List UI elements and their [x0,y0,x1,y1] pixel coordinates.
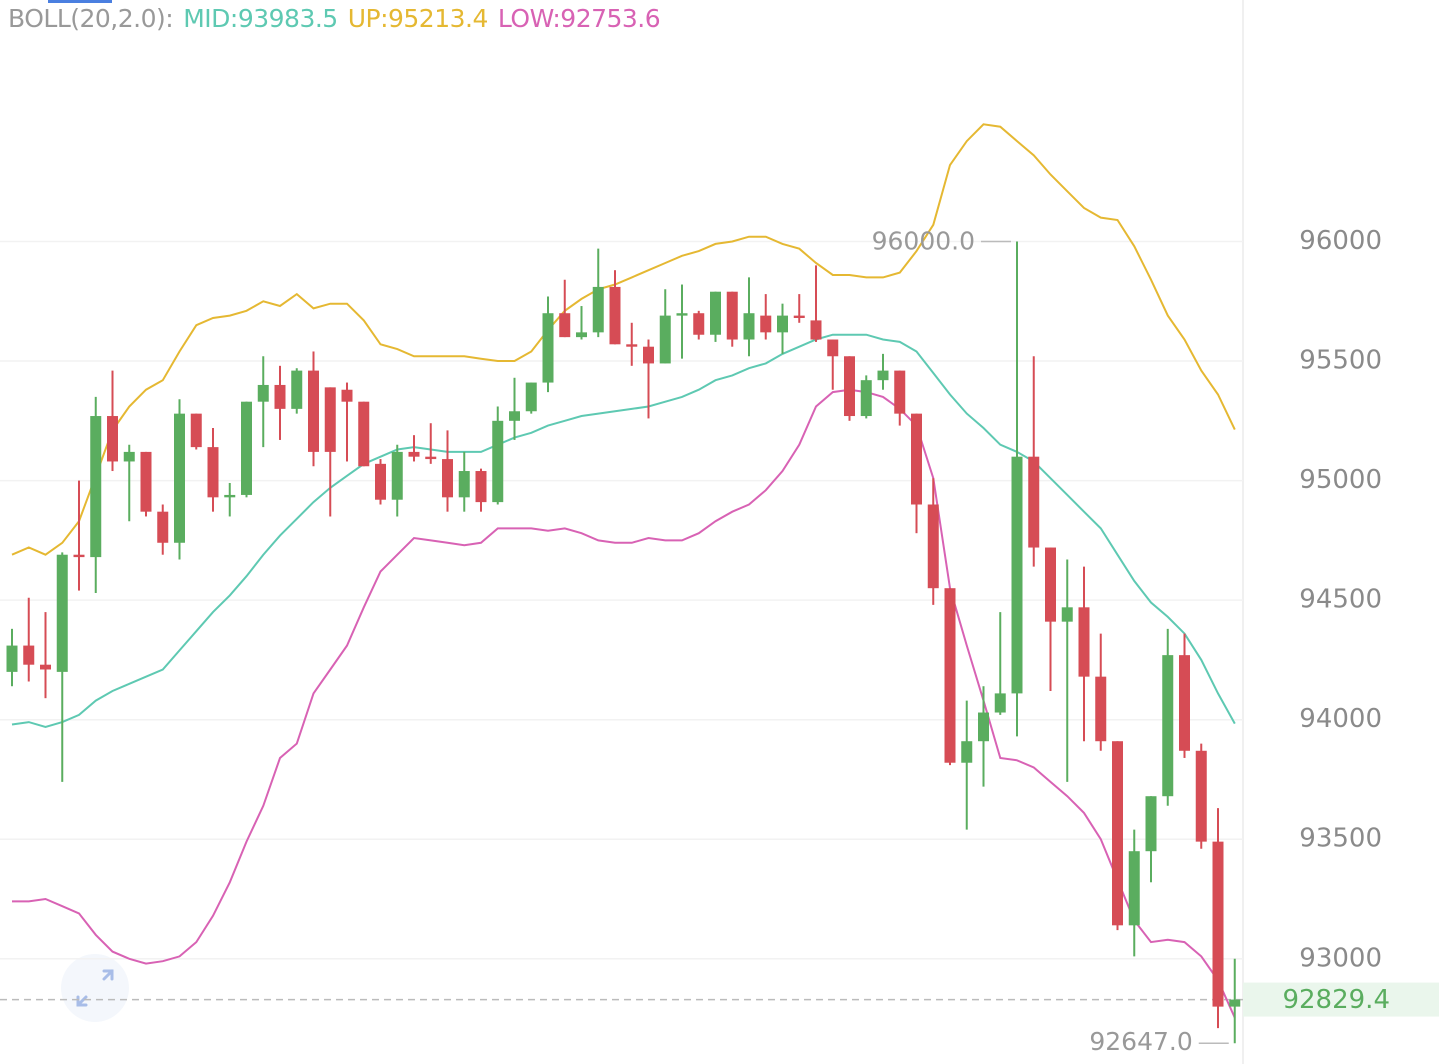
candle-body [1028,456,1040,548]
candle-body [90,416,102,558]
candle-body [442,459,453,498]
candle-body [509,411,520,421]
candle-body [944,588,956,763]
candle-body [1011,456,1023,694]
candle-body [391,451,403,500]
candle-body [810,320,822,340]
candle-body [241,401,252,495]
legend-entry: LOW:92753.6 [497,4,661,33]
candle-body [793,315,805,319]
candle-body [1045,547,1056,622]
expand-button[interactable] [61,954,129,1022]
candle-body [308,370,319,452]
candle-body [743,313,755,340]
candle-body [961,741,973,763]
candle-body [73,554,85,558]
candle-body [576,332,587,338]
candle-body [23,645,35,665]
y-tick-label: 94000 [1299,704,1382,734]
candle-body [56,554,68,672]
y-tick-label: 93500 [1299,824,1382,854]
y-tick-label: 95500 [1299,346,1382,376]
candle-body [425,456,437,460]
candle-body [592,286,604,333]
candle-body [291,370,303,409]
y-tick-label: 93000 [1299,943,1382,973]
candle-body [1162,655,1174,797]
candle-body [408,451,420,457]
indicator-name: BOLL(20,2.0): [8,4,174,33]
legend-entry: UP:95213.4 [347,4,489,33]
candle-body [174,413,185,543]
candle-body [492,420,504,503]
tab-indicator [48,0,112,3]
candle-body [609,286,621,345]
candle-body [1179,655,1190,751]
candle-body [1229,999,1241,1007]
candle-body [107,416,118,462]
candle-body [994,693,1006,713]
candle-body [341,389,353,402]
candle-body [257,384,269,402]
candle-body [978,712,989,742]
candle-body [40,664,51,670]
candle-body [458,471,470,498]
candle-body [525,382,537,412]
candle-body [643,346,654,364]
last-price-label: 92829.4 [1282,985,1390,1015]
candle-body [1128,851,1140,926]
candle-body [1212,841,1224,1007]
candle-body [676,313,688,316]
candle-body [375,463,386,500]
indicator-legend: BOLL(20,2.0): MID:93983.5 UP:95213.4 LOW:92… [8,4,670,33]
candle-body [659,315,671,364]
candle-body [1195,750,1207,842]
candle-body [860,380,872,417]
candle-body [123,451,135,462]
candle-body [358,401,370,467]
candle-body [911,413,922,505]
candle-body [626,344,638,347]
candle-body [324,387,336,452]
candle-body [1112,741,1123,926]
candle-body [877,370,889,381]
candle-body [710,291,721,335]
candle-body [894,370,906,414]
candle-body [1145,796,1157,852]
candle-body [1095,676,1107,742]
y-tick-label: 96000 [1299,226,1382,256]
candle-body [927,504,939,589]
candle-body [274,384,286,409]
y-tick-label: 94500 [1299,585,1382,615]
low-marker-label: 92647.0 [1089,1027,1192,1056]
candle-body [726,291,738,340]
candle-body [190,413,202,448]
candle-body [157,511,169,543]
boll-line [11,123,1236,556]
legend-entry: MID:93983.5 [183,4,338,33]
candle-body [1078,607,1090,677]
candle-body [844,356,855,417]
candle-body [559,313,571,338]
last-price-box [1243,982,1439,1017]
candle-body [140,451,152,512]
candle-body [207,447,219,498]
candle-body [224,494,236,498]
candle-body [827,339,839,357]
candle-body [6,645,18,672]
candle-body [760,315,772,333]
candle-body [542,313,554,383]
y-tick-label: 95000 [1299,465,1382,495]
candle-body [475,471,487,503]
boll-line [12,388,1236,1019]
candle-body [777,315,788,333]
candle-body [693,313,705,335]
candle-body [1061,607,1073,622]
high-marker-label: 96000.0 [872,226,975,255]
